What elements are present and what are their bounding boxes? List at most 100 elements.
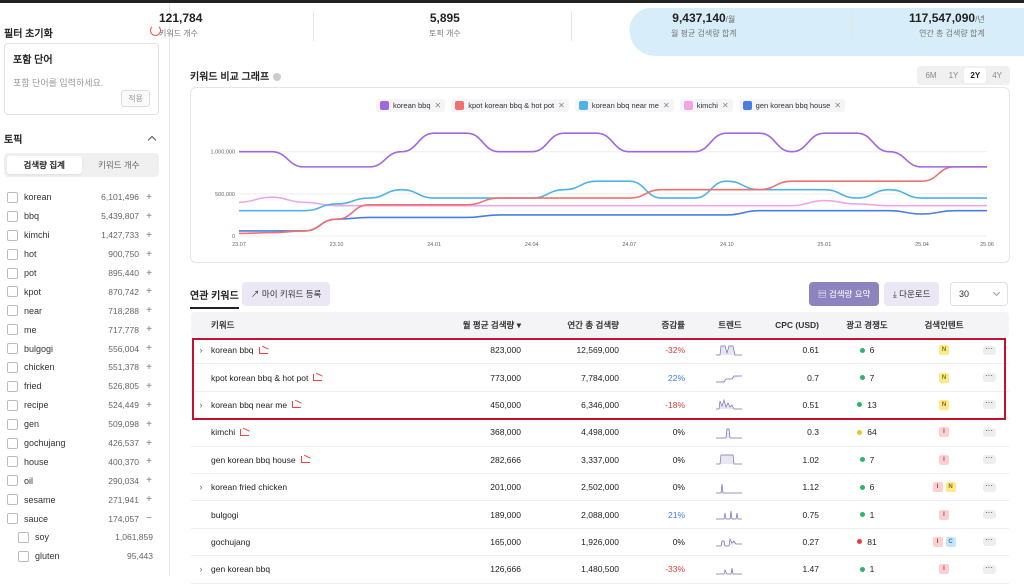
checkbox[interactable] — [7, 343, 18, 355]
expand-chevron-icon[interactable]: › — [199, 345, 203, 356]
checkbox[interactable] — [7, 456, 18, 468]
keyword-cell[interactable]: korean fried chicken — [211, 482, 431, 492]
checkbox[interactable] — [7, 191, 18, 203]
close-icon[interactable]: ✕ — [558, 101, 565, 110]
topic-header[interactable]: 토픽 — [0, 115, 169, 146]
topic-subitem[interactable]: gluten 95,443 — [0, 547, 169, 566]
topic-item[interactable]: bbq 5,439,807 + — [0, 207, 169, 226]
expand-icon[interactable]: + — [146, 248, 152, 260]
table-row[interactable]: › korean bbq 823,000 12,569,000 -32% 0.6… — [191, 337, 1009, 365]
more-options-icon[interactable]: ··· — [982, 399, 996, 410]
expand-chevron-icon[interactable]: › — [199, 564, 203, 575]
expand-icon[interactable]: + — [146, 305, 152, 317]
col-competition[interactable]: 광고 경쟁도 — [846, 319, 888, 330]
expand-icon[interactable]: + — [146, 191, 152, 203]
apply-button[interactable]: 적용 — [121, 90, 150, 107]
topic-subitem[interactable]: soy 1,061,859 — [0, 528, 169, 547]
topic-item[interactable]: kimchi 1,427,733 + — [0, 226, 169, 245]
expand-icon[interactable]: + — [146, 210, 152, 222]
checkbox[interactable] — [7, 286, 18, 298]
more-options-icon[interactable]: ··· — [982, 509, 996, 520]
my-keyword-register-button[interactable]: ↗ 마이 키워드 등록 — [242, 282, 331, 306]
info-icon[interactable] — [273, 73, 282, 82]
topic-item[interactable]: recipe 524,449 + — [0, 396, 169, 415]
legend-item[interactable]: korean bbq ✕ — [376, 99, 446, 112]
expand-icon[interactable]: + — [146, 343, 152, 355]
period-6m[interactable]: 6M — [925, 71, 937, 80]
legend-item[interactable]: kimchi ✕ — [679, 99, 733, 112]
search-summary-button[interactable]: ▤ 검색량 요약 — [809, 282, 880, 306]
keyword-cell[interactable]: kimchi — [211, 427, 431, 437]
topic-item[interactable]: me 717,778 + — [0, 320, 169, 339]
topic-item[interactable]: sesame 271,941 + — [0, 490, 169, 509]
more-options-icon[interactable]: ··· — [982, 454, 996, 465]
checkbox[interactable] — [7, 437, 18, 449]
keyword-cell[interactable]: kpot korean bbq & hot pot — [211, 373, 431, 383]
expand-chevron-icon[interactable]: › — [199, 399, 203, 410]
checkbox[interactable] — [7, 494, 18, 506]
checkbox[interactable] — [7, 513, 18, 525]
topic-item[interactable]: near 718,288 + — [0, 301, 169, 320]
checkbox[interactable] — [7, 229, 18, 241]
more-options-icon[interactable]: ··· — [982, 426, 996, 437]
table-row[interactable]: › gen korean bbq 126,666 1,480,500 -33% … — [191, 556, 1009, 584]
table-row[interactable]: bulgogi 189,000 2,088,000 21% 0.75 1 I ·… — [191, 501, 1009, 529]
checkbox[interactable] — [18, 531, 29, 543]
col-yearly[interactable]: 연간 총 검색량 — [567, 319, 619, 330]
period-1y[interactable]: 1Y — [948, 71, 959, 80]
checkbox[interactable] — [7, 399, 18, 411]
tab-keyword-count[interactable]: 키워드 개수 — [98, 160, 140, 170]
period-4y[interactable]: 4Y — [992, 71, 1002, 80]
more-options-icon[interactable]: ··· — [982, 536, 996, 547]
topic-item[interactable]: gen 509,098 + — [0, 415, 169, 434]
more-options-icon[interactable]: ··· — [982, 344, 996, 355]
trend-chart-icon[interactable] — [258, 346, 268, 354]
more-options-icon[interactable]: ··· — [982, 372, 996, 383]
table-row[interactable]: kpot korean bbq & hot pot 773,000 7,784,… — [191, 364, 1009, 392]
keyword-cell[interactable]: gochujang — [211, 537, 431, 547]
expand-icon[interactable]: + — [146, 361, 152, 373]
checkbox[interactable] — [18, 550, 29, 562]
expand-icon[interactable]: + — [146, 437, 152, 449]
topic-item[interactable]: kpot 870,742 + — [0, 282, 169, 301]
topic-item[interactable]: chicken 551,378 + — [0, 358, 169, 377]
include-word-input[interactable]: 포함 단어를 입력하세요. — [13, 78, 104, 88]
checkbox[interactable] — [7, 210, 18, 222]
checkbox[interactable] — [7, 418, 18, 430]
topic-item[interactable]: fried 526,805 + — [0, 377, 169, 396]
checkbox[interactable] — [7, 324, 18, 336]
checkbox[interactable] — [7, 475, 18, 487]
download-button[interactable]: ⤓ 다운로드 — [884, 282, 940, 306]
keyword-cell[interactable]: bulgogi — [211, 510, 431, 520]
topic-item[interactable]: house 400,370 + — [0, 452, 169, 471]
checkbox[interactable] — [7, 305, 18, 317]
expand-icon[interactable]: + — [146, 380, 152, 392]
table-row[interactable]: gen korean bbq house 282,666 3,337,000 0… — [191, 447, 1009, 474]
expand-icon[interactable]: + — [146, 324, 152, 336]
expand-icon[interactable]: + — [146, 456, 152, 468]
checkbox[interactable] — [7, 380, 18, 392]
more-options-icon[interactable]: ··· — [982, 563, 996, 574]
topic-item[interactable]: pot 895,440 + — [0, 264, 169, 283]
legend-item[interactable]: kpot korean bbq & hot pot ✕ — [451, 99, 569, 112]
checkbox[interactable] — [7, 248, 18, 260]
legend-item[interactable]: korean bbq near me ✕ — [574, 99, 674, 112]
table-row[interactable]: › korean fried chicken 201,000 2,502,000… — [191, 474, 1009, 502]
close-icon[interactable]: ✕ — [434, 101, 442, 110]
chevron-up-icon[interactable] — [147, 135, 157, 144]
close-icon[interactable]: ✕ — [662, 101, 670, 110]
topic-item[interactable]: gochujang 426,537 + — [0, 434, 169, 453]
col-monthly[interactable]: 월 평균 검색량 ▾ — [462, 319, 521, 330]
topic-item[interactable]: bulgogi 556,004 + — [0, 339, 169, 358]
checkbox[interactable] — [7, 267, 18, 279]
expand-icon[interactable]: + — [146, 229, 152, 241]
keyword-cell[interactable]: korean bbq — [211, 345, 431, 355]
col-cpc[interactable]: CPC (USD) — [775, 319, 819, 330]
col-change[interactable]: 증감률 — [661, 319, 685, 330]
table-row[interactable]: kimchi 368,000 4,498,000 0% 0.3 64 I ··· — [191, 419, 1009, 447]
tab-search-volume[interactable]: 검색량 집계 — [7, 156, 82, 174]
expand-icon[interactable]: + — [146, 418, 152, 430]
keyword-cell[interactable]: korean bbq near me — [211, 400, 431, 410]
expand-icon[interactable]: + — [146, 475, 152, 487]
page-size-select[interactable]: 30 — [950, 282, 1008, 306]
